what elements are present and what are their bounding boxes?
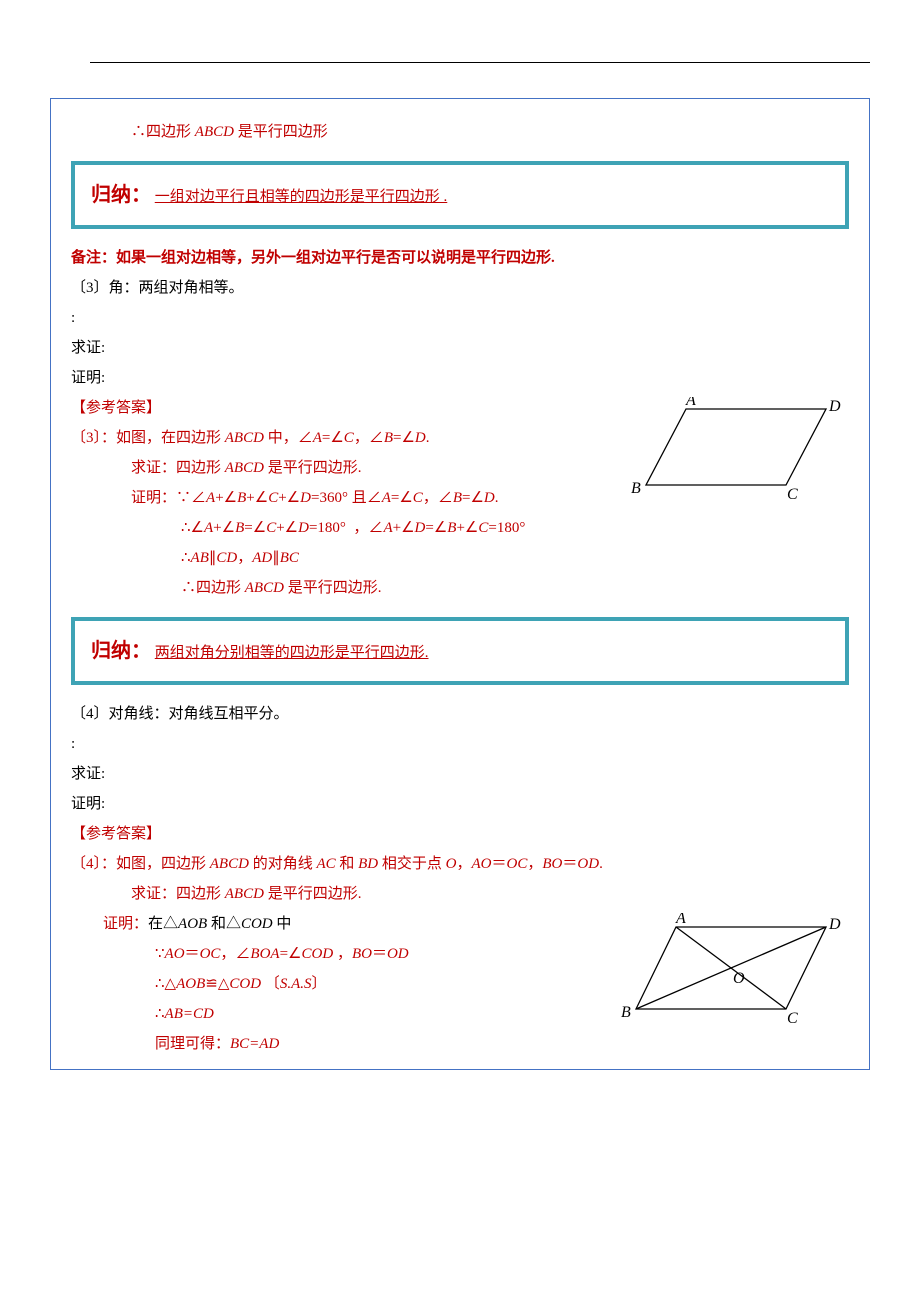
callout-1-title: 归纳： — [91, 184, 151, 206]
section4-heading: 〔4〕对角线：对角线互相平分。 — [71, 699, 849, 729]
label-c: C — [787, 486, 798, 503]
top-horizontal-rule — [90, 62, 870, 63]
abcd: ABCD — [195, 124, 234, 140]
section4-answer-label: 【参考答案】 — [71, 819, 849, 849]
text: 是平行四边形 — [234, 124, 328, 140]
callout-1: 归纳： 一组对边平行且相等的四边形是平行四边形 . — [71, 161, 849, 229]
label-d: D — [828, 916, 841, 933]
page: ∴四边形 ABCD 是平行四边形 归纳： 一组对边平行且相等的四边形是平行四边形… — [0, 0, 920, 1110]
label-d: D — [828, 398, 841, 415]
parallelogram-abcd-icon: A D B C — [631, 397, 841, 507]
section4-colon: : — [71, 729, 849, 759]
section3-qiuzheng: 求证: — [71, 333, 849, 363]
text: 四边形 — [146, 124, 195, 140]
callout-1-text: 一组对边平行且相等的四边形是平行四边形 . — [155, 189, 448, 205]
section3-proof-l4: ∴四边形 ABCD 是平行四边形. — [71, 573, 849, 603]
label-b: B — [631, 480, 641, 497]
section3-proof-l3: ∴AB∥CD，AD∥BC — [71, 543, 849, 573]
section4-goal: 求证：四边形 ABCD 是平行四边形. — [71, 879, 849, 909]
callout-2-text: 两组对角分别相等的四边形是平行四边形. — [155, 645, 429, 661]
label-a: A — [675, 913, 686, 927]
label-b: B — [621, 1004, 631, 1021]
figure-4: A D B C O — [621, 913, 841, 1044]
section4-zhengming: 证明: — [71, 789, 849, 819]
figure-3: A D B C — [631, 397, 841, 518]
content-border: ∴四边形 ABCD 是平行四边形 归纳： 一组对边平行且相等的四边形是平行四边形… — [50, 98, 870, 1070]
label-c: C — [787, 1010, 798, 1027]
callout-2: 归纳： 两组对角分别相等的四边形是平行四边形. — [71, 617, 849, 685]
note: 备注：如果一组对边相等，另外一组对边平行是否可以说明是平行四边形. — [71, 243, 849, 273]
top-conclusion: ∴四边形 ABCD 是平行四边形 — [71, 117, 849, 147]
section3-colon: : — [71, 303, 849, 333]
section3-zhengming: 证明: — [71, 363, 849, 393]
section4-qiuzheng: 求证: — [71, 759, 849, 789]
label-o: O — [733, 970, 745, 987]
section4-given: 〔4〕：如图，四边形 ABCD 的对角线 AC 和 BD 相交于点 O，AO＝O… — [71, 849, 849, 879]
section3-heading: 〔3〕角：两组对角相等。 — [71, 273, 849, 303]
callout-2-title: 归纳： — [91, 640, 151, 662]
parallelogram-diagonals-icon: A D B C O — [621, 913, 841, 1033]
label-a: A — [685, 397, 696, 409]
